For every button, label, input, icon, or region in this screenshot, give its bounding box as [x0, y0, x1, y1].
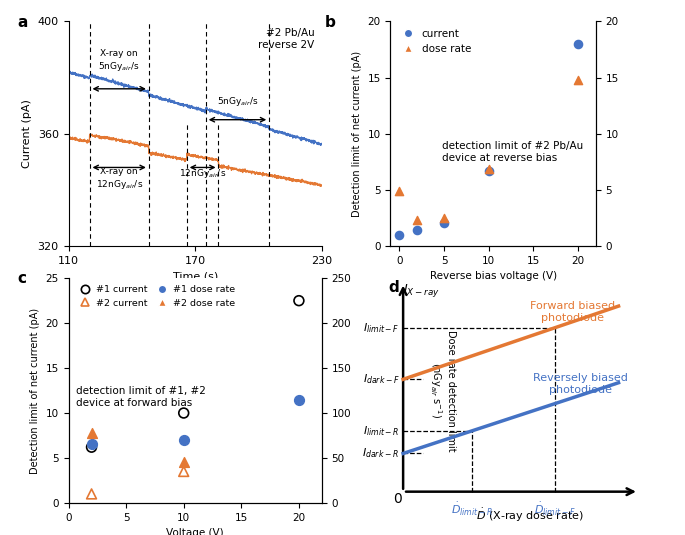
Text: 12nGy$_{air}$/s: 12nGy$_{air}$/s: [179, 167, 226, 180]
Point: [438, 213, 449, 223]
Point: [412, 226, 423, 235]
Point: [86, 443, 97, 452]
Text: $I_{dark-R}$: $I_{dark-R}$: [362, 447, 399, 460]
Point: [86, 429, 97, 437]
Text: X-ray on
5nGy$_{air}$/s: X-ray on 5nGy$_{air}$/s: [99, 49, 140, 73]
Text: Forward biased
photodiode: Forward biased photodiode: [530, 301, 616, 323]
Y-axis label: Detection limit of net current (pA): Detection limit of net current (pA): [352, 51, 362, 217]
Point: [86, 440, 97, 449]
Point: [394, 231, 405, 239]
Text: d: d: [388, 280, 399, 295]
Y-axis label: Dose rate detection limit
(nGy$_{air}$ s$^{-1}$): Dose rate detection limit (nGy$_{air}$ s…: [428, 330, 456, 452]
X-axis label: Time (s): Time (s): [173, 271, 218, 281]
Text: $\dot{D}$ (X-ray dose rate): $\dot{D}$ (X-ray dose rate): [476, 506, 584, 524]
Legend: current, dose rate: current, dose rate: [394, 25, 475, 58]
Text: b: b: [325, 14, 336, 29]
Text: $I_{dark-F}$: $I_{dark-F}$: [362, 372, 399, 386]
Text: c: c: [18, 271, 27, 286]
Point: [573, 75, 584, 84]
Point: [293, 395, 304, 404]
Text: $I_{limit-F}$: $I_{limit-F}$: [363, 321, 399, 334]
Y-axis label: Current (pA): Current (pA): [22, 100, 32, 168]
Y-axis label: Detection limit of net current (pA): Detection limit of net current (pA): [30, 308, 40, 473]
Point: [178, 435, 189, 444]
Point: [412, 216, 423, 225]
Legend: #1 current, #2 current, #1 dose rate, #2 dose rate: #1 current, #2 current, #1 dose rate, #2…: [71, 281, 239, 311]
Text: $I_{X-ray}$: $I_{X-ray}$: [403, 281, 440, 299]
Text: Reversely biased
photodiode: Reversely biased photodiode: [533, 372, 628, 395]
Text: $I_{limit-R}$: $I_{limit-R}$: [362, 424, 399, 438]
Point: [394, 187, 405, 195]
Text: 0: 0: [393, 492, 402, 506]
Point: [293, 296, 304, 305]
Text: detection limit of #2 Pb/Au
device at reverse bias: detection limit of #2 Pb/Au device at re…: [442, 141, 583, 163]
Text: a: a: [18, 14, 28, 29]
X-axis label: Reverse bias voltage (V): Reverse bias voltage (V): [429, 271, 557, 281]
Text: 5nGy$_{air}$/s: 5nGy$_{air}$/s: [216, 95, 258, 109]
Point: [178, 467, 189, 476]
Point: [483, 166, 494, 175]
Text: $\dot{D}_{limit-R}$: $\dot{D}_{limit-R}$: [451, 501, 493, 518]
Point: [483, 164, 494, 173]
Point: [438, 218, 449, 227]
Point: [178, 458, 189, 467]
X-axis label: Voltage (V): Voltage (V): [166, 528, 224, 535]
Point: [178, 409, 189, 417]
Text: $\dot{D}_{limit-F}$: $\dot{D}_{limit-F}$: [534, 501, 576, 518]
Text: detection limit of #1, #2
device at forward bias: detection limit of #1, #2 device at forw…: [76, 386, 206, 408]
Text: X-ray on
12nGy$_{air}$/s: X-ray on 12nGy$_{air}$/s: [96, 167, 142, 191]
Text: #2 Pb/Au
reverse 2V: #2 Pb/Au reverse 2V: [258, 28, 314, 50]
Point: [86, 490, 97, 498]
Point: [573, 40, 584, 48]
